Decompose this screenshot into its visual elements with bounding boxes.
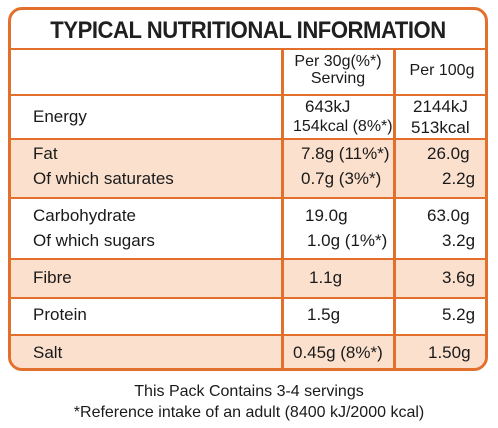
row-label-energy: Energy [33,107,87,126]
sugars-serving: 1.0g (1%*) [307,231,388,250]
protein-per100: 5.2g [442,305,476,324]
energy-serving-kcal: 154kcal (8%*) [293,118,393,135]
fibre-serving: 1.1g [309,268,343,287]
row-label-fibre: Fibre [33,268,72,287]
band-salt [11,335,485,368]
fat-serving: 7.8g (11%*) [301,144,390,163]
column-divider [281,50,284,368]
band-fat [11,139,485,197]
row-label-sugars: Of which sugars [33,231,155,250]
energy-per100-kcal: 513kcal [411,118,470,137]
fat-per100: 26.0g [427,144,470,163]
divider [11,258,485,260]
row-label-fat: Fat [33,144,58,163]
row-label-protein: Protein [33,305,87,324]
header-per-serving-line1: Per 30g(%*) [294,53,382,70]
row-label-salt: Salt [33,343,63,362]
saturates-per100: 2.2g [442,169,476,188]
divider [11,334,485,336]
band-fibre [11,259,485,298]
divider [11,94,485,96]
servings-note: This Pack Contains 3-4 servings [134,383,364,400]
divider [11,48,485,50]
column-divider [393,50,396,368]
header-per-serving-line2: Serving [310,70,366,87]
sugars-per100: 3.2g [442,231,476,250]
protein-serving: 1.5g [307,305,341,324]
saturates-serving: 0.7g (3%*) [301,169,382,188]
table-title: TYPICAL NUTRITIONAL INFORMATION [50,17,446,44]
header-per-serving: Per 30g(%*) Serving [283,53,393,87]
carbohydrate-serving: 19.0g [305,206,348,225]
carbohydrate-per100: 63.0g [427,206,470,225]
divider [11,297,485,299]
header-per-100g: Per 100g [409,62,475,79]
row-label-saturates: Of which saturates [33,169,174,188]
row-label-carbohydrate: Carbohydrate [33,206,137,225]
fibre-per100: 3.6g [442,268,476,287]
salt-serving: 0.45g (8%*) [293,343,383,362]
reference-intake-note: *Reference intake of an adult (8400 kJ/2… [73,404,425,421]
salt-per100: 1.50g [428,343,471,362]
nutrition-table: TYPICAL NUTRITIONAL INFORMATION Per 30g(… [8,7,488,371]
energy-per100-kj: 2144kJ [413,97,468,116]
divider [11,197,485,199]
energy-serving-kj: 643kJ [305,97,351,116]
divider [11,138,485,140]
